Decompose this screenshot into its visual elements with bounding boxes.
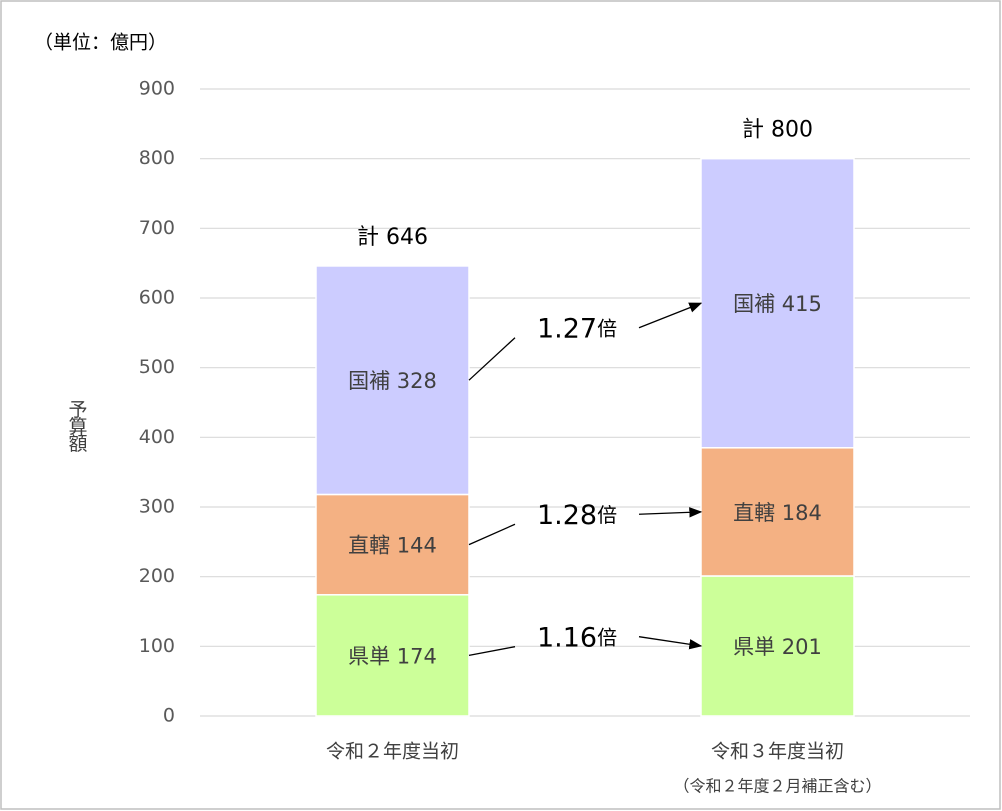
ratio-label: 1.16倍: [537, 622, 617, 653]
ratio-unit: 倍: [597, 316, 617, 340]
bar-segment: [700, 447, 855, 577]
ratio-value: 1.28: [537, 500, 597, 531]
y-tick-label: 0: [163, 705, 175, 727]
data-label: 直轄 184: [733, 501, 822, 525]
ratio-label: 1.27倍: [537, 313, 617, 344]
x-note: （令和２年度２月補正含む）: [673, 777, 881, 796]
y-tick-label: 100: [139, 635, 175, 657]
arrow: [638, 636, 703, 650]
x-tick-label: 令和３年度当初: [711, 741, 844, 763]
y-axis-label: 予算額: [66, 400, 88, 453]
ratio-label: 1.28倍: [537, 500, 617, 531]
bar-segment: [315, 265, 470, 496]
total-label: 計 800: [742, 118, 813, 143]
data-label: 直轄 144: [348, 534, 437, 558]
ratio-unit: 倍: [597, 625, 617, 649]
connector: [468, 646, 516, 657]
bar-segment: [315, 594, 470, 717]
y-tick-label: 600: [139, 287, 175, 309]
x-tick-label: 令和２年度当初: [326, 741, 459, 763]
data-label: 県単 201: [733, 635, 822, 659]
data-label: 県単 174: [348, 644, 437, 668]
y-tick-label: 700: [139, 217, 175, 239]
bar-segment: [315, 493, 470, 596]
y-tick-label: 900: [139, 78, 175, 100]
bar-segment: [700, 157, 855, 449]
connector: [468, 523, 516, 546]
ratio-unit: 倍: [597, 503, 617, 527]
arrow: [638, 507, 703, 518]
y-tick-label: 200: [139, 565, 175, 587]
ratio-value: 1.16: [537, 622, 597, 653]
unit-label: （単位：億円）: [34, 32, 167, 54]
data-label: 国補 328: [348, 369, 437, 393]
data-label: 国補 415: [733, 292, 822, 316]
connector: [468, 337, 516, 381]
y-tick-label: 800: [139, 147, 175, 169]
ratio-value: 1.27: [537, 313, 597, 344]
arrow: [638, 302, 703, 329]
y-tick-label: 400: [139, 426, 175, 448]
total-label: 計 646: [357, 225, 428, 250]
y-tick-label: 500: [139, 356, 175, 378]
y-tick-label: 300: [139, 496, 175, 518]
